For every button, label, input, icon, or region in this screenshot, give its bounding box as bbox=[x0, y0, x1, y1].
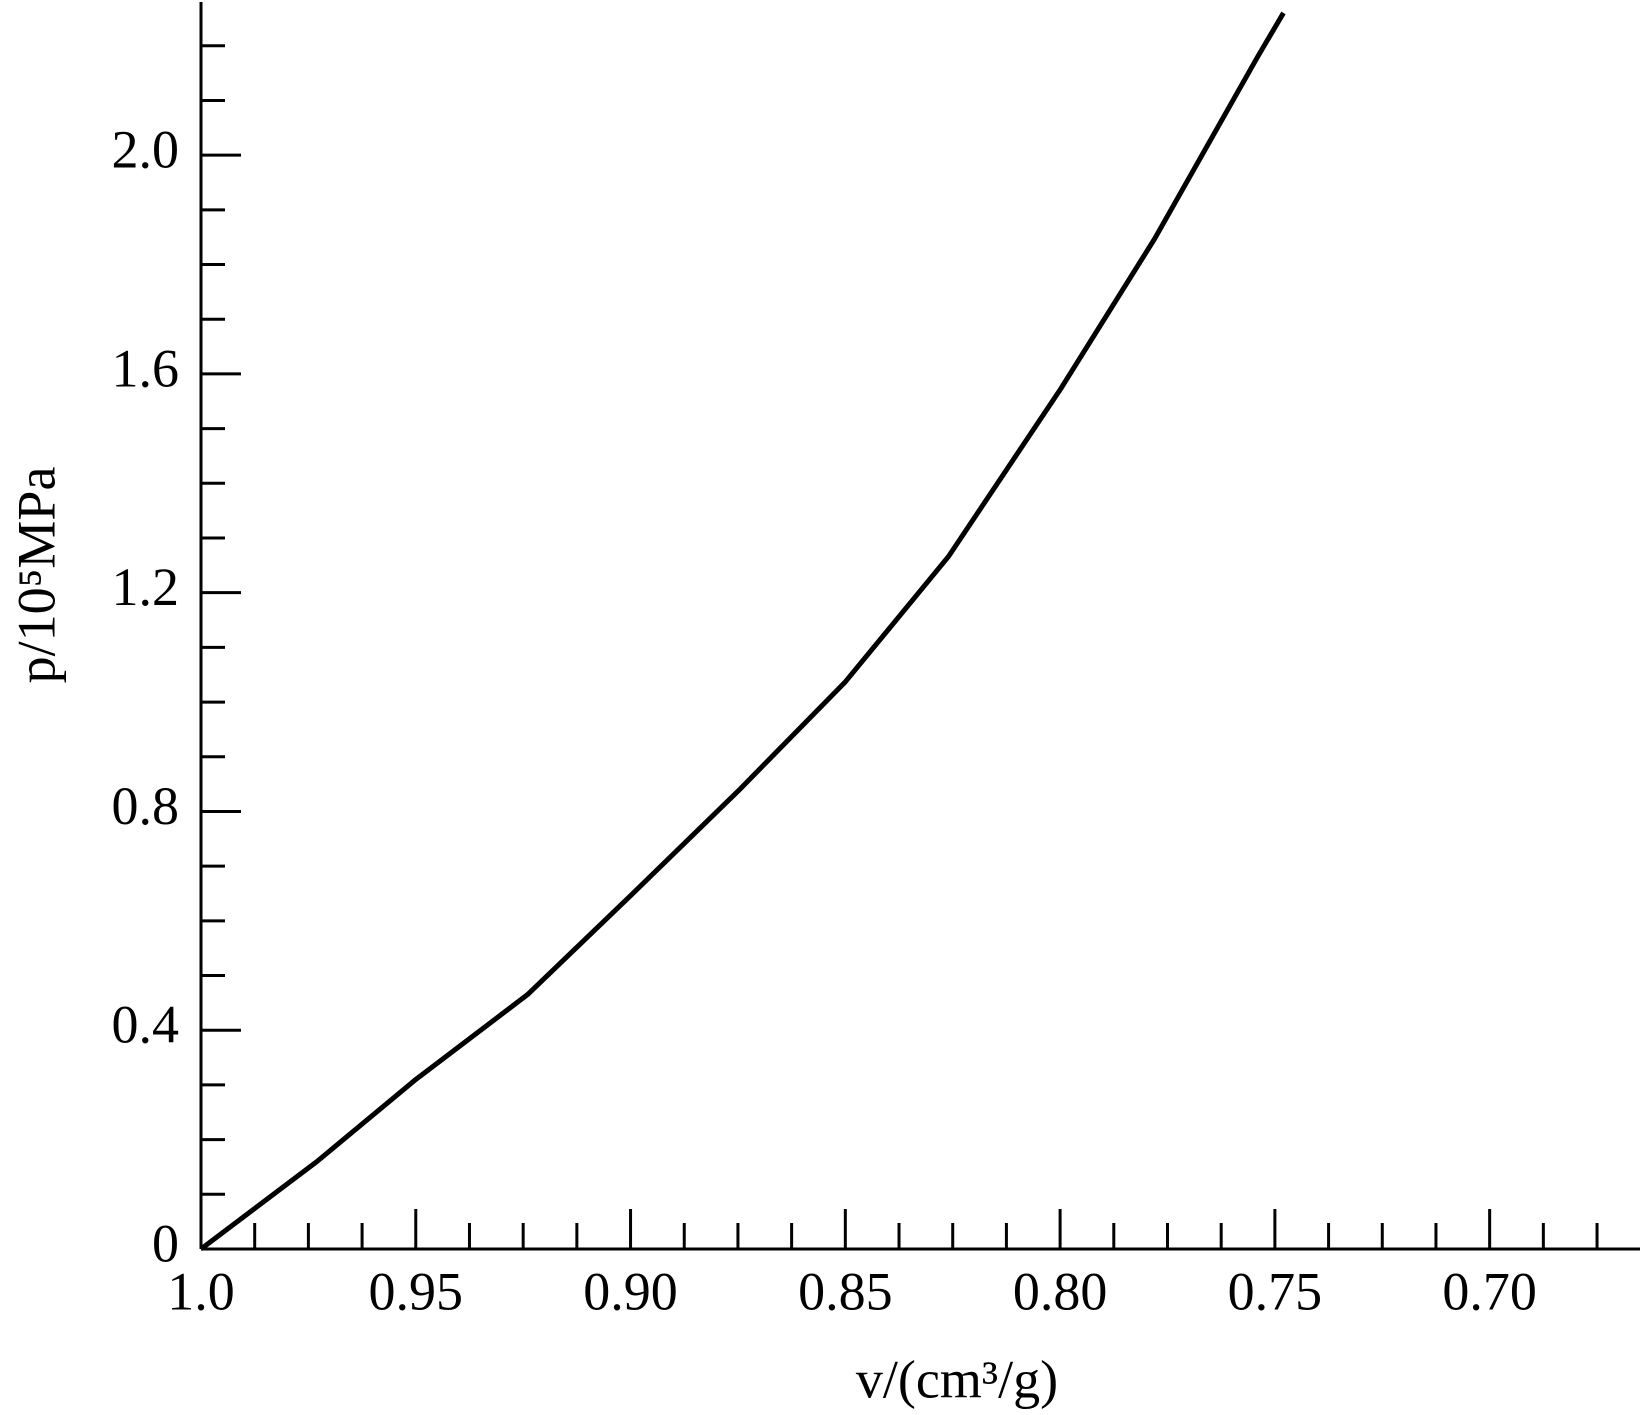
y-tick-label: 1.2 bbox=[112, 557, 180, 617]
x-tick-label: 0.80 bbox=[1013, 1261, 1108, 1321]
x-tick-label: 0.95 bbox=[369, 1261, 464, 1321]
x-tick-label: 0.75 bbox=[1228, 1261, 1323, 1321]
x-tick-label: 1.0 bbox=[167, 1261, 235, 1321]
x-tick-label: 0.90 bbox=[583, 1261, 678, 1321]
line-series bbox=[199, 11, 1286, 1251]
y-axis-title: p/10⁵MPa bbox=[6, 467, 66, 684]
y-tick-label: 0.8 bbox=[112, 776, 180, 836]
x-tick-label: 0.85 bbox=[798, 1261, 893, 1321]
y-tick-label: 2.0 bbox=[112, 120, 180, 180]
y-tick-label: 1.6 bbox=[112, 338, 180, 398]
y-tick-label: 0.4 bbox=[112, 995, 180, 1055]
y-tick-label: 0 bbox=[152, 1213, 179, 1273]
x-tick-label: 0.70 bbox=[1442, 1261, 1537, 1321]
x-axis-title: v/(cm³/g) bbox=[856, 1349, 1058, 1409]
